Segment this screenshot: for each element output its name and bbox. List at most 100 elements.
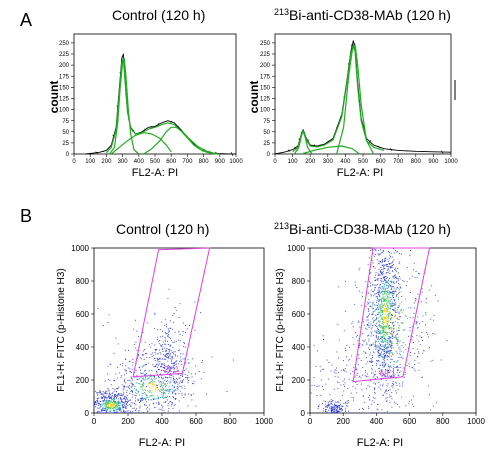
scatter-point bbox=[110, 412, 111, 413]
scatter-point bbox=[325, 405, 327, 407]
scatter-point bbox=[175, 398, 177, 399]
scatter-point bbox=[375, 340, 377, 342]
scatter-point bbox=[127, 402, 128, 403]
scatter-point bbox=[161, 363, 162, 365]
scatter-point bbox=[169, 382, 171, 384]
plot-frame bbox=[309, 247, 477, 414]
scatter-point bbox=[384, 365, 386, 366]
scatter-point bbox=[155, 397, 157, 399]
scatter-point bbox=[116, 387, 118, 389]
scatter-point bbox=[127, 410, 129, 412]
y-tick-label: 150 bbox=[59, 85, 70, 91]
y-tick-label: 25 bbox=[263, 141, 270, 147]
scatter-point bbox=[399, 371, 400, 373]
scatter-point bbox=[388, 294, 390, 296]
scatter-point bbox=[329, 404, 331, 405]
scatter-point bbox=[166, 377, 168, 379]
scatter-point bbox=[378, 250, 380, 252]
scatter-point bbox=[378, 260, 380, 262]
scatter-point bbox=[397, 344, 399, 346]
scatter-point bbox=[405, 298, 406, 300]
scatter-point bbox=[135, 404, 137, 406]
scatter-point bbox=[165, 402, 166, 404]
scatter-point bbox=[149, 357, 151, 358]
scatter-point bbox=[394, 310, 396, 312]
scatter-point bbox=[115, 402, 116, 404]
scatter-point bbox=[325, 411, 326, 412]
scatter-point bbox=[388, 297, 390, 299]
scatter-point bbox=[357, 339, 359, 341]
scatter-point bbox=[365, 327, 367, 329]
scatter-point bbox=[396, 338, 397, 340]
scatter-point bbox=[342, 412, 344, 413]
scatter-point bbox=[114, 393, 116, 395]
scatter-point bbox=[394, 381, 396, 383]
scatter-point bbox=[379, 365, 381, 366]
scatter-point bbox=[394, 367, 396, 368]
scatter-point bbox=[393, 282, 395, 284]
scatter-point bbox=[109, 394, 111, 396]
scatter-point bbox=[364, 375, 366, 377]
scatter-point bbox=[362, 374, 363, 376]
scatter-point bbox=[157, 364, 159, 366]
scatter-point bbox=[386, 281, 388, 283]
scatter-point bbox=[182, 331, 184, 333]
scatter-point bbox=[187, 382, 189, 383]
scatter-point bbox=[388, 338, 390, 340]
scatter-point bbox=[336, 351, 338, 353]
scatter-point bbox=[355, 387, 357, 389]
scatter-point bbox=[383, 349, 385, 350]
scatter-point bbox=[386, 247, 387, 248]
scatter-point bbox=[157, 387, 158, 389]
scatter-point bbox=[382, 356, 384, 358]
scatter-point bbox=[352, 337, 354, 339]
scatter-point bbox=[385, 400, 387, 402]
scatter-point bbox=[324, 409, 326, 411]
scatter-point bbox=[185, 362, 187, 364]
scatter-point bbox=[393, 331, 395, 333]
scatter-point bbox=[167, 365, 169, 367]
scatter-point bbox=[369, 257, 370, 259]
y-tick-label: 25 bbox=[62, 141, 69, 147]
y-tick-label: 800 bbox=[292, 277, 306, 286]
scatter-point bbox=[339, 408, 341, 410]
x-tick-label: 400 bbox=[370, 417, 384, 426]
scatter-point bbox=[126, 390, 128, 392]
scatter-point bbox=[372, 325, 374, 327]
scatter-point bbox=[161, 387, 163, 388]
scatter-point bbox=[143, 354, 145, 356]
scatter-point bbox=[158, 363, 160, 365]
scatter-point bbox=[391, 292, 393, 294]
scatter-point bbox=[370, 305, 372, 307]
scatter-point bbox=[105, 400, 107, 401]
scatter-point bbox=[115, 412, 117, 413]
scatter-point bbox=[391, 392, 393, 393]
scatter-point bbox=[120, 376, 122, 378]
scatter-point bbox=[390, 365, 392, 367]
scatter-point bbox=[165, 350, 167, 352]
scatter-point bbox=[387, 314, 388, 315]
scatter-point bbox=[393, 259, 395, 261]
scatter-point bbox=[168, 356, 170, 358]
scatter-point bbox=[385, 328, 387, 330]
scatter-point bbox=[166, 380, 168, 382]
scatter-point bbox=[413, 312, 415, 314]
scatter-point bbox=[157, 336, 159, 338]
scatter-point bbox=[405, 285, 407, 286]
scatter-point bbox=[370, 328, 372, 330]
scatter-point bbox=[414, 364, 416, 366]
scatter-point bbox=[390, 346, 392, 348]
scatter-point bbox=[385, 364, 386, 365]
scatter-point bbox=[179, 361, 181, 362]
scatter-point bbox=[400, 370, 402, 372]
scatter-point bbox=[142, 378, 144, 380]
scatter-point bbox=[383, 304, 385, 306]
scatter-point bbox=[398, 288, 400, 290]
scatter-point bbox=[382, 282, 384, 284]
scatter-point bbox=[170, 405, 172, 407]
scatter-point bbox=[380, 325, 381, 327]
scatter-point bbox=[150, 374, 152, 376]
scatter-point bbox=[385, 389, 387, 391]
scatter-point bbox=[172, 341, 174, 343]
x-tick-label: 100 bbox=[85, 159, 96, 165]
